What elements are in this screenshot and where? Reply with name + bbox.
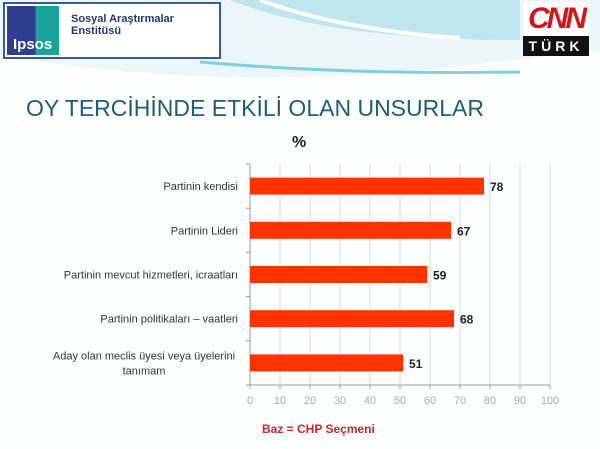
x-tick-label: 20 bbox=[304, 395, 316, 407]
x-tick-label: 0 bbox=[247, 395, 253, 407]
data-label: 67 bbox=[457, 224, 471, 238]
page-title: OY TERCİHİNDE ETKİLİ OLAN UNSURLAR bbox=[26, 95, 484, 121]
institute-name: Sosyal Araştırmalar Enstitüsü bbox=[71, 13, 174, 37]
category-label: tanımam bbox=[123, 365, 166, 377]
category-label: Aday olan meclis üyesi veya üyelerini bbox=[53, 350, 235, 362]
x-tick-label: 60 bbox=[424, 395, 436, 407]
category-label: Partinin politikaları – vaatleri bbox=[100, 314, 238, 326]
bar bbox=[250, 354, 403, 372]
x-tick-label: 40 bbox=[364, 395, 376, 407]
unit-label: % bbox=[292, 134, 307, 151]
data-label: 59 bbox=[433, 269, 447, 283]
data-label: 78 bbox=[490, 180, 504, 194]
x-tick-label: 100 bbox=[541, 395, 559, 407]
x-tick-label: 80 bbox=[484, 395, 496, 407]
ipsos-mark-icon: Ipsos bbox=[7, 6, 59, 55]
x-tick-label: 90 bbox=[514, 395, 526, 407]
data-label: 68 bbox=[460, 313, 474, 327]
x-tick-label: 70 bbox=[454, 395, 466, 407]
bar bbox=[250, 177, 484, 195]
ipsos-logo: Ipsos Sosyal Araştırmalar Enstitüsü bbox=[3, 2, 221, 59]
category-label: Partinin kendisi bbox=[163, 181, 238, 193]
x-tick-label: 10 bbox=[274, 395, 286, 407]
bar bbox=[250, 266, 427, 283]
category-label: Partinin mevcut hizmetleri, icraatları bbox=[64, 270, 238, 282]
category-label: Partinin Lideri bbox=[171, 225, 238, 237]
base-note: Baz = CHP Seçmeni bbox=[262, 422, 375, 436]
bar bbox=[250, 221, 451, 239]
x-tick-label: 50 bbox=[394, 395, 406, 407]
cnn-turk-logo: CNN TÜRK bbox=[523, 2, 589, 56]
x-tick-label: 30 bbox=[334, 395, 346, 407]
bar bbox=[250, 310, 454, 328]
data-label: 51 bbox=[409, 357, 423, 371]
